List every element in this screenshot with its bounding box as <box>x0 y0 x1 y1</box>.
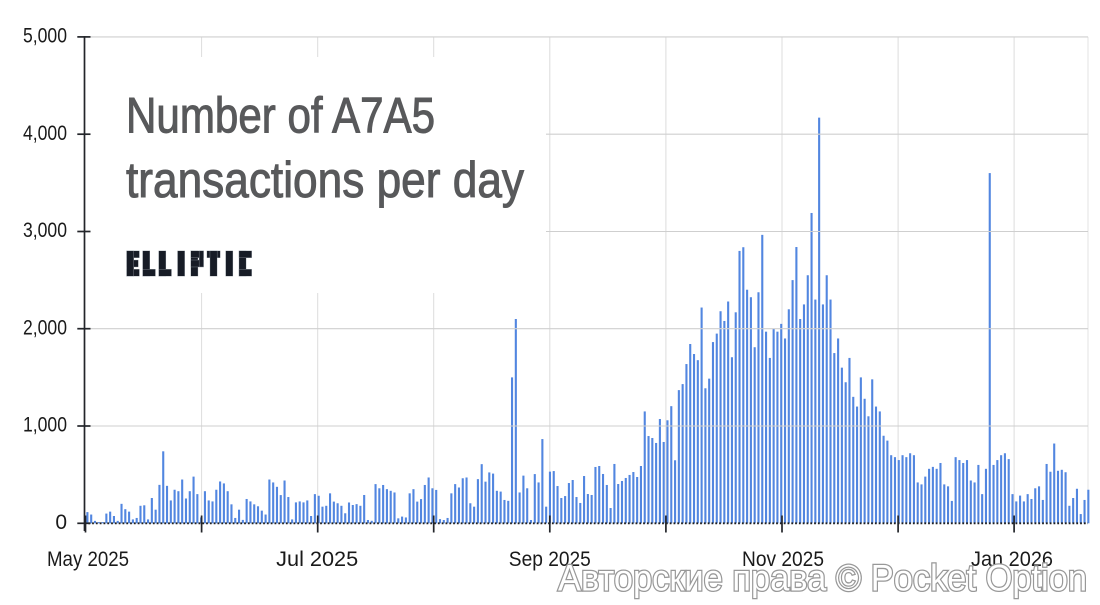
svg-text:Number of A7A5: Number of A7A5 <box>126 88 435 144</box>
svg-text:Jan 2026: Jan 2026 <box>971 547 1053 571</box>
svg-text:Nov 2025: Nov 2025 <box>742 547 824 571</box>
svg-text:4,000: 4,000 <box>23 122 67 145</box>
svg-text:0: 0 <box>55 511 67 534</box>
svg-text:3,000: 3,000 <box>23 219 67 242</box>
svg-text:5,000: 5,000 <box>23 25 67 48</box>
svg-text:May 2025: May 2025 <box>47 547 129 571</box>
svg-text:Jul 2025: Jul 2025 <box>276 547 358 571</box>
svg-text:Sep 2025: Sep 2025 <box>509 547 591 571</box>
svg-text:1,000: 1,000 <box>23 414 67 437</box>
svg-text:transactions per day: transactions per day <box>126 152 524 208</box>
svg-text:Авторские права © Pocket Optio: Авторские права © Pocket Option <box>558 558 1087 599</box>
svg-text:2,000: 2,000 <box>23 316 67 339</box>
